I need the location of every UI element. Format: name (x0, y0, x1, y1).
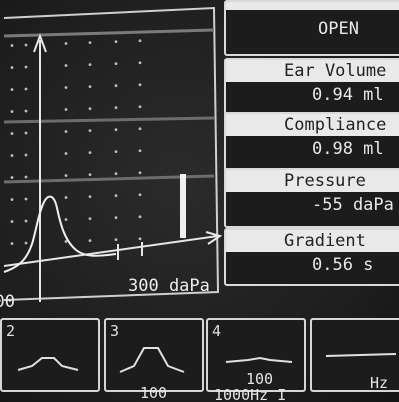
grid-dot (10, 110, 14, 113)
grid-dot (64, 218, 68, 221)
thumbnail-number: 3 (110, 322, 120, 340)
compliance-value: 0.98 ml (312, 139, 384, 159)
grid-dot (88, 151, 92, 155)
pressure-box: Pressure -55 daPa (224, 168, 399, 228)
grid-dot (24, 153, 28, 157)
grid-dot (64, 86, 68, 89)
grid-dot (64, 240, 68, 243)
grid-dot (88, 239, 92, 243)
grid-dot (88, 63, 92, 67)
grid-dot (88, 85, 92, 89)
grid-dot (64, 42, 68, 45)
grid-dot (64, 108, 68, 111)
grid-dot (138, 83, 142, 87)
grid-dot (114, 84, 118, 88)
grid-dot (138, 237, 142, 241)
grid-dot (24, 175, 28, 179)
grid-dot (10, 220, 14, 223)
thumbnail-curve (325, 353, 397, 357)
grid-dot (24, 65, 28, 69)
x-axis-max-label: 300 daPa (128, 276, 210, 296)
grid-dot (24, 197, 28, 201)
grid-dot (10, 132, 14, 135)
grid-dot (64, 174, 68, 177)
grid-dot (114, 172, 118, 176)
ear-volume-box: Ear Volume 0.94 ml (224, 58, 399, 116)
grid-dot (10, 66, 14, 69)
status-box: OPEN (224, 0, 399, 56)
thumbnail-3-caption: 100 (140, 384, 168, 402)
thumbnail-number: 2 (6, 322, 16, 340)
gradient-box: Gradient 0.56 s (224, 228, 399, 286)
tympanogram-curve (3, 195, 117, 273)
grid-dot (88, 107, 92, 111)
grid-dot (64, 196, 68, 199)
grid-dot (10, 88, 14, 91)
thumbnail-3[interactable]: 3 (104, 318, 204, 392)
thumbnail-4-caption: 100 (246, 370, 274, 388)
compliance-box: Compliance 0.98 ml (224, 112, 399, 172)
grid-dot (88, 129, 92, 133)
grid-dot (114, 238, 118, 242)
grid-dot (24, 43, 28, 47)
grid-dot (138, 39, 142, 43)
grid-dot (114, 106, 118, 110)
grid-dot (114, 194, 118, 198)
grid-dot (88, 173, 92, 177)
thumbnail-2[interactable]: 2 (0, 318, 100, 392)
gradient-value: 0.56 s (312, 255, 374, 275)
grid-dot (10, 242, 14, 245)
grid-dot (88, 195, 92, 199)
grid-dot (88, 217, 92, 221)
status-label-strip (226, 2, 399, 10)
thumbnail-number: 4 (212, 322, 222, 340)
compliance-label: Compliance (226, 114, 399, 136)
grid-dot (138, 127, 142, 131)
grid-dot (88, 41, 92, 45)
thumbnail-curve (119, 347, 185, 373)
grid-dot (24, 241, 28, 245)
grid-dot (138, 61, 142, 65)
grid-dot (10, 198, 14, 201)
grid-dot (138, 193, 142, 197)
thumbnail-5-caption: Hz (370, 374, 389, 392)
gradient-label: Gradient (226, 230, 399, 252)
ear-volume-value: 0.94 ml (312, 85, 384, 105)
grid-dot (138, 105, 142, 109)
thumbnail-curve (225, 356, 293, 363)
grid-dot (24, 219, 28, 223)
status-value: OPEN (318, 19, 359, 39)
grid-dot (114, 40, 118, 44)
grid-dot (114, 150, 118, 154)
grid-dot (114, 216, 118, 220)
grid-dot (114, 62, 118, 66)
grid-dot (10, 44, 14, 47)
grid-dot (138, 149, 142, 153)
thumbnail-4[interactable]: 4 (206, 318, 306, 392)
thumbnail-curve (17, 357, 79, 371)
grid-dot (24, 87, 28, 91)
grid-dot (114, 128, 118, 132)
grid-dot (64, 130, 68, 133)
grid-dot (24, 131, 28, 135)
grid-dot (138, 215, 142, 219)
thumbnail-4-subcaption: 1000Hz I (214, 386, 287, 402)
x-axis-min-label: -400 (0, 292, 15, 312)
grid-dot (138, 171, 142, 175)
grid-dot (64, 64, 68, 67)
grid-dot (10, 176, 14, 179)
grid-dot (10, 154, 14, 157)
ear-volume-label: Ear Volume (226, 60, 399, 82)
pressure-value: -55 daPa (312, 195, 394, 215)
thumbnail-5[interactable] (310, 318, 399, 392)
pressure-label: Pressure (226, 170, 399, 192)
grid-dot (64, 152, 68, 155)
grid-dot (24, 109, 28, 113)
